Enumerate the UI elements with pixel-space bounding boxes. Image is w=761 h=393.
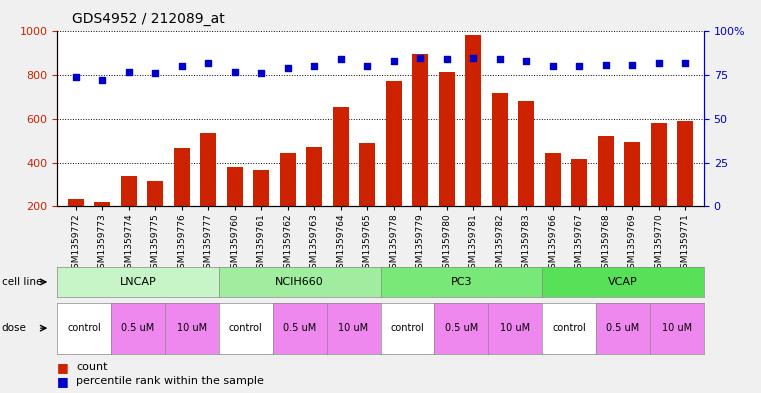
Text: 0.5 uM: 0.5 uM <box>444 323 478 333</box>
Point <box>228 68 240 75</box>
Text: 10 uM: 10 uM <box>339 323 368 333</box>
Point <box>546 63 559 70</box>
Bar <box>677 121 693 250</box>
Bar <box>280 153 296 250</box>
Point <box>521 58 533 64</box>
Point <box>414 55 426 61</box>
Bar <box>598 136 614 250</box>
Point <box>202 60 215 66</box>
Point <box>255 70 267 77</box>
Bar <box>651 123 667 250</box>
Text: 10 uM: 10 uM <box>500 323 530 333</box>
Bar <box>174 149 189 250</box>
Text: control: control <box>229 323 263 333</box>
Text: 0.5 uM: 0.5 uM <box>607 323 640 333</box>
Text: percentile rank within the sample: percentile rank within the sample <box>76 376 264 386</box>
Point <box>626 62 638 68</box>
Point <box>387 58 400 64</box>
Point <box>467 55 479 61</box>
Text: count: count <box>76 362 107 373</box>
Point <box>123 68 135 75</box>
Bar <box>147 181 163 250</box>
Text: PC3: PC3 <box>451 277 472 287</box>
Bar <box>386 81 402 250</box>
Bar <box>572 159 587 250</box>
Bar <box>306 147 322 250</box>
Point <box>282 65 294 71</box>
Text: dose: dose <box>2 323 27 333</box>
Bar <box>359 143 375 250</box>
Point <box>653 60 665 66</box>
Point <box>69 74 81 80</box>
Bar <box>200 133 216 250</box>
Point <box>361 63 374 70</box>
Text: control: control <box>390 323 425 333</box>
Bar <box>439 72 455 250</box>
Point <box>573 63 585 70</box>
Bar <box>518 101 534 250</box>
Point <box>441 56 453 62</box>
Point <box>96 77 108 84</box>
Text: NCIH660: NCIH660 <box>275 277 324 287</box>
Point <box>494 56 506 62</box>
Text: ■: ■ <box>57 361 68 374</box>
Point <box>149 70 161 77</box>
Text: VCAP: VCAP <box>608 277 638 287</box>
Text: 10 uM: 10 uM <box>662 323 692 333</box>
Bar <box>624 142 640 250</box>
Text: cell line: cell line <box>2 277 42 287</box>
Text: 10 uM: 10 uM <box>177 323 207 333</box>
Text: GDS4952 / 212089_at: GDS4952 / 212089_at <box>72 12 225 26</box>
Text: control: control <box>67 323 101 333</box>
Point <box>176 63 188 70</box>
Bar <box>227 167 243 250</box>
Point <box>600 62 612 68</box>
Point <box>308 63 320 70</box>
Point <box>680 60 692 66</box>
Bar <box>545 153 561 250</box>
Text: 0.5 uM: 0.5 uM <box>283 323 317 333</box>
Bar <box>465 35 481 250</box>
Bar <box>412 54 428 250</box>
Bar <box>333 107 349 250</box>
Text: LNCAP: LNCAP <box>119 277 156 287</box>
Bar <box>492 93 508 250</box>
Point <box>335 56 347 62</box>
Bar <box>253 170 269 250</box>
Text: ■: ■ <box>57 375 68 388</box>
Bar <box>68 199 84 250</box>
Bar <box>94 202 110 250</box>
Text: control: control <box>552 323 586 333</box>
Bar <box>121 176 137 250</box>
Text: 0.5 uM: 0.5 uM <box>121 323 154 333</box>
